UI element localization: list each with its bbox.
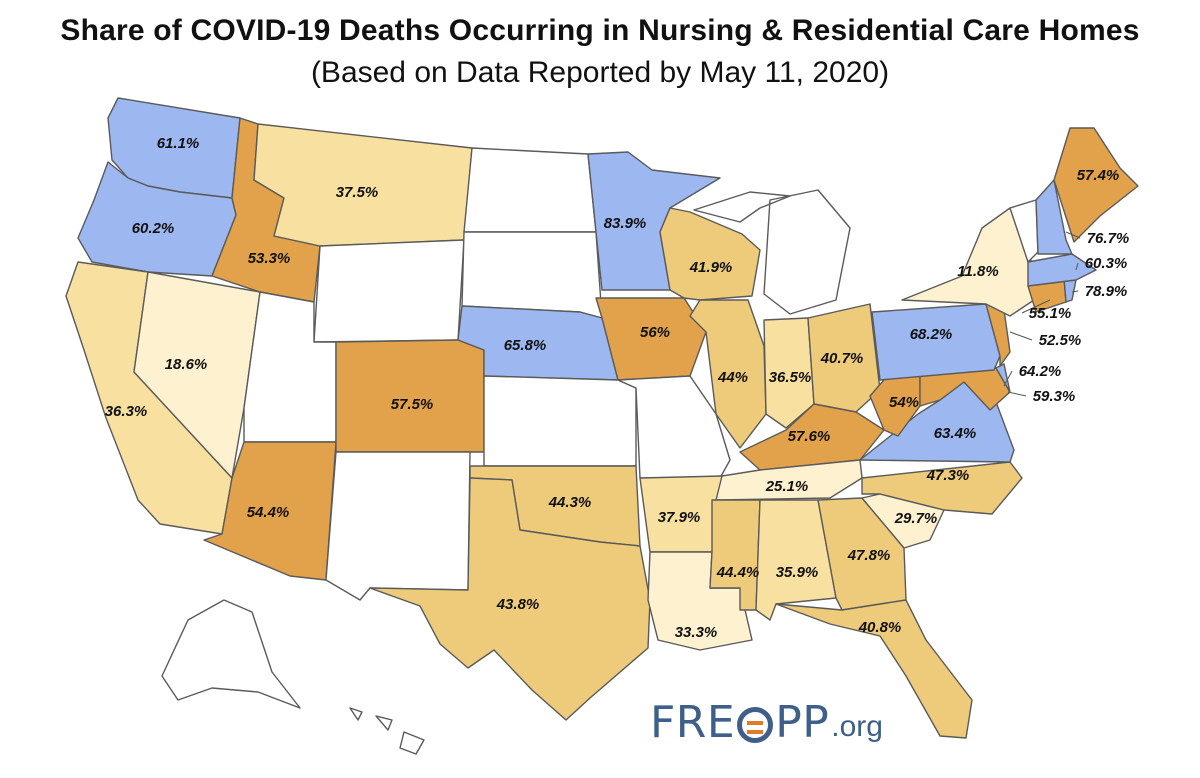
state-nh: [1035, 179, 1073, 255]
state-ks: [483, 375, 637, 467]
state-label-ga: 47.8%: [847, 547, 891, 564]
state-label-il: 44%: [717, 369, 748, 386]
state-me: [1053, 127, 1139, 243]
state-mi: [693, 189, 851, 315]
state-label-id: 53.3%: [248, 250, 291, 267]
state-wy: [313, 239, 465, 343]
state-nm: [325, 451, 471, 601]
state-label-ma: 60.3%: [1085, 255, 1128, 272]
logo-text-fre: FRE: [650, 697, 736, 748]
state-tx: [369, 477, 651, 721]
state-fl: [775, 599, 973, 739]
leader-line-ri: [1071, 290, 1079, 293]
state-label-wa: 61.1%: [157, 135, 200, 152]
state-label-nj: 52.5%: [1039, 332, 1082, 349]
state-label-ca: 36.3%: [105, 403, 148, 420]
state-label-ny: 11.8%: [957, 263, 998, 280]
state-label-ky: 57.6%: [788, 428, 831, 445]
logo-text-pp: PP: [775, 697, 830, 748]
state-label-mt: 37.5%: [336, 184, 379, 201]
state-label-ok: 44.3%: [548, 494, 592, 511]
state-mo: [617, 375, 731, 479]
leader-line-ma: [1075, 262, 1079, 271]
state-label-az: 54.4%: [247, 504, 290, 521]
state-ma: [1027, 253, 1097, 287]
logo-equals-mark-icon: [737, 707, 774, 743]
leader-line-ct: [1021, 299, 1051, 314]
state-label-nc: 47.3%: [926, 467, 970, 484]
state-label-fl: 40.8%: [858, 619, 902, 636]
state-label-md: 64.2%: [1019, 363, 1062, 380]
state-label-ms: 44.4%: [716, 564, 760, 581]
state-pa: [871, 303, 1001, 381]
map-title: Share of COVID-19 Deaths Occurring in Nu…: [60, 14, 1140, 47]
state-ny: [901, 207, 1035, 317]
state-label-pa: 68.2%: [910, 326, 953, 343]
state-label-wi: 41.9%: [689, 259, 733, 276]
state-in: [763, 317, 815, 429]
state-label-or: 60.2%: [132, 220, 175, 237]
state-wi: [659, 207, 761, 301]
state-label-mn: 83.9%: [604, 215, 647, 232]
state-label-va: 63.4%: [934, 425, 977, 442]
state-oh: [807, 303, 881, 413]
state-label-la: 33.3%: [675, 624, 718, 641]
state-il: [689, 299, 767, 449]
state-label-oh: 40.7%: [820, 350, 864, 367]
state-label-tn: 25.1%: [765, 478, 809, 495]
state-label-ar: 37.9%: [658, 509, 701, 526]
state-hi: [349, 707, 425, 755]
logo-text-org: .org: [831, 710, 883, 743]
state-label-sc: 29.7%: [894, 510, 938, 527]
state-label-me: 57.4%: [1077, 167, 1120, 184]
leader-line-nj: [1009, 331, 1033, 341]
state-label-wv: 54%: [889, 394, 919, 411]
state-nv: [133, 271, 261, 479]
state-label-ne: 65.8%: [504, 337, 547, 354]
state-label-ia: 56%: [640, 324, 670, 341]
state-label-de: 59.3%: [1033, 388, 1076, 405]
state-ak: [161, 599, 301, 709]
state-label-nv: 18.6%: [165, 356, 208, 373]
state-nd: [463, 147, 597, 233]
map-subtitle: (Based on Data Reported by May 11, 2020): [310, 56, 890, 89]
leader-line-nh: [1065, 231, 1081, 239]
state-label-co: 57.5%: [391, 396, 434, 413]
freopp-logo: FRE PP .org: [650, 697, 883, 748]
leader-line-md: [1003, 370, 1013, 387]
state-label-nh: 76.7%: [1087, 230, 1130, 247]
leader-line-de: [1007, 391, 1027, 397]
state-label-ri: 78.9%: [1085, 283, 1128, 300]
state-nc: [861, 461, 1023, 515]
state-label-tx: 43.8%: [496, 596, 540, 613]
state-label-al: 35.9%: [776, 564, 819, 581]
state-label-in: 36.5%: [769, 369, 812, 386]
state-sd: [461, 231, 603, 319]
state-label-ct: 55.1%: [1029, 305, 1072, 322]
